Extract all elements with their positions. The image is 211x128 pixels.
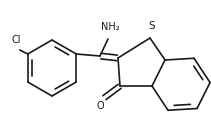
Text: Cl: Cl (11, 35, 20, 45)
Text: NH₂: NH₂ (101, 22, 119, 32)
Text: S: S (149, 21, 155, 31)
Text: O: O (96, 101, 104, 111)
